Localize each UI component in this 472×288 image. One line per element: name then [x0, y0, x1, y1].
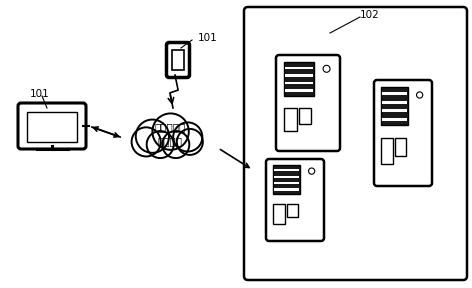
- Circle shape: [147, 131, 174, 158]
- Circle shape: [177, 129, 203, 155]
- FancyBboxPatch shape: [284, 62, 314, 96]
- FancyBboxPatch shape: [285, 74, 313, 77]
- FancyBboxPatch shape: [381, 87, 408, 125]
- FancyBboxPatch shape: [285, 89, 313, 92]
- Circle shape: [136, 120, 169, 153]
- Text: 有线网络或
无线网络: 有线网络或 无线网络: [154, 122, 185, 146]
- FancyBboxPatch shape: [299, 108, 312, 124]
- FancyBboxPatch shape: [266, 159, 324, 241]
- Text: 101: 101: [30, 89, 50, 99]
- Circle shape: [173, 122, 202, 151]
- FancyBboxPatch shape: [284, 108, 297, 131]
- FancyBboxPatch shape: [167, 43, 189, 77]
- Circle shape: [162, 131, 189, 158]
- Circle shape: [152, 113, 189, 150]
- FancyBboxPatch shape: [274, 176, 299, 178]
- FancyBboxPatch shape: [285, 67, 313, 69]
- Circle shape: [132, 127, 161, 156]
- FancyBboxPatch shape: [287, 204, 298, 217]
- FancyBboxPatch shape: [276, 55, 340, 151]
- FancyBboxPatch shape: [382, 92, 407, 95]
- FancyBboxPatch shape: [273, 165, 300, 194]
- FancyBboxPatch shape: [382, 101, 407, 104]
- FancyBboxPatch shape: [274, 169, 299, 171]
- FancyBboxPatch shape: [374, 80, 432, 186]
- FancyBboxPatch shape: [273, 204, 286, 224]
- FancyBboxPatch shape: [18, 103, 86, 149]
- FancyBboxPatch shape: [27, 112, 77, 142]
- Text: 101: 101: [198, 33, 218, 43]
- FancyBboxPatch shape: [274, 188, 299, 191]
- FancyBboxPatch shape: [382, 118, 407, 121]
- FancyBboxPatch shape: [274, 182, 299, 184]
- FancyBboxPatch shape: [381, 138, 393, 164]
- FancyBboxPatch shape: [285, 82, 313, 84]
- FancyBboxPatch shape: [395, 138, 406, 156]
- Circle shape: [323, 65, 330, 72]
- FancyBboxPatch shape: [172, 50, 184, 70]
- FancyBboxPatch shape: [382, 109, 407, 112]
- FancyBboxPatch shape: [244, 7, 467, 280]
- Text: 102: 102: [360, 10, 380, 20]
- Circle shape: [309, 168, 315, 174]
- Circle shape: [416, 92, 423, 98]
